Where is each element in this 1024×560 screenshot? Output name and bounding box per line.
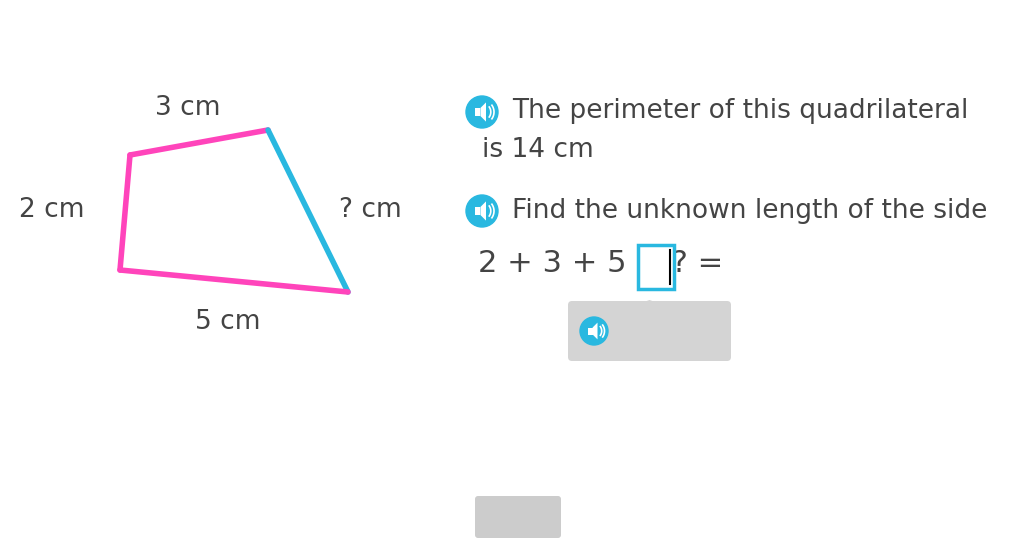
Circle shape — [580, 317, 608, 345]
Text: ? cm: ? cm — [339, 197, 401, 223]
Text: Find the unknown length of the side: Find the unknown length of the side — [512, 198, 987, 224]
Text: 5 cm: 5 cm — [196, 309, 261, 335]
Circle shape — [466, 195, 498, 227]
Polygon shape — [636, 300, 664, 305]
Text: Done: Done — [490, 507, 546, 527]
Polygon shape — [593, 323, 597, 339]
FancyBboxPatch shape — [475, 496, 561, 538]
Text: is 14 cm: is 14 cm — [482, 137, 594, 163]
Polygon shape — [480, 202, 486, 221]
Text: 2 + 3 + 5 + ? =: 2 + 3 + 5 + ? = — [478, 249, 723, 278]
FancyBboxPatch shape — [475, 108, 480, 116]
FancyBboxPatch shape — [588, 328, 593, 334]
Text: The perimeter of this quadrilateral: The perimeter of this quadrilateral — [512, 98, 969, 124]
Polygon shape — [480, 102, 486, 122]
FancyBboxPatch shape — [475, 207, 480, 215]
FancyBboxPatch shape — [638, 245, 674, 289]
Text: 3 cm: 3 cm — [156, 95, 221, 121]
Text: Perimeter: Perimeter — [618, 321, 727, 341]
Circle shape — [466, 96, 498, 128]
FancyBboxPatch shape — [568, 301, 731, 361]
Text: 2 cm: 2 cm — [19, 197, 85, 223]
